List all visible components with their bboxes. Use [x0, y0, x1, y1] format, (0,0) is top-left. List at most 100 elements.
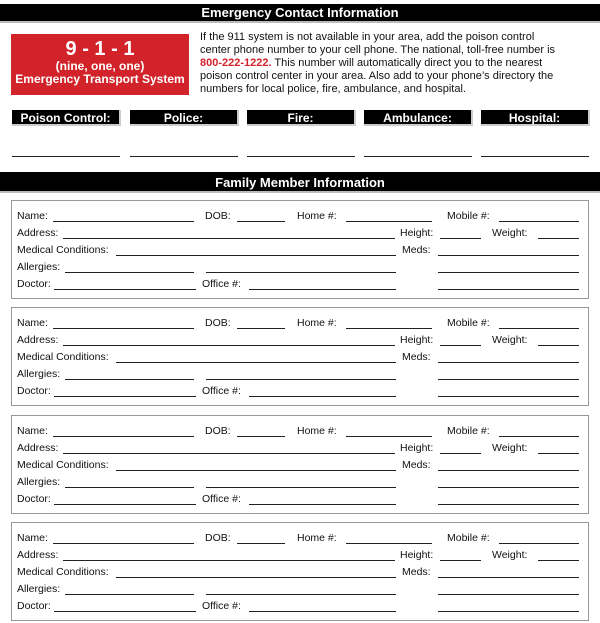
height-field[interactable] — [440, 453, 481, 454]
medical-label: Medical Conditions: — [17, 566, 109, 578]
medical-conditions-field[interactable] — [116, 255, 396, 256]
mobile-phone-field[interactable] — [499, 221, 579, 222]
office-phone-field[interactable] — [249, 289, 396, 290]
office-label: Office #: — [202, 600, 241, 612]
allergies-field-2[interactable] — [206, 379, 396, 380]
office-label: Office #: — [202, 493, 241, 505]
meds-label: Meds: — [402, 351, 431, 363]
dob-field[interactable] — [237, 436, 285, 437]
doctor-label: Doctor: — [17, 493, 51, 505]
weight-field[interactable] — [538, 238, 579, 239]
meds-field-3[interactable] — [438, 289, 579, 290]
dob-field[interactable] — [237, 543, 285, 544]
hospital-label: Hospital: — [481, 110, 590, 126]
weight-label: Weight: — [492, 227, 528, 239]
mobile-label: Mobile #: — [447, 425, 490, 437]
address-field[interactable] — [63, 560, 395, 561]
weight-field[interactable] — [538, 453, 579, 454]
home-label: Home #: — [297, 425, 337, 437]
allergies-field-2[interactable] — [206, 272, 396, 273]
home-label: Home #: — [297, 210, 337, 222]
office-label: Office #: — [202, 278, 241, 290]
allergies-field[interactable] — [65, 594, 194, 595]
mobile-phone-field[interactable] — [499, 543, 579, 544]
meds-field-2[interactable] — [438, 272, 579, 273]
doctor-field[interactable] — [54, 396, 196, 397]
allergies-field[interactable] — [65, 487, 194, 488]
name-label: Name: — [17, 425, 48, 437]
weight-label: Weight: — [492, 442, 528, 454]
dob-label: DOB: — [205, 317, 231, 329]
mobile-label: Mobile #: — [447, 532, 490, 544]
911-number: 9 - 1 - 1 — [65, 38, 135, 60]
meds-field[interactable] — [438, 362, 579, 363]
doctor-field[interactable] — [54, 611, 196, 612]
meds-field-2[interactable] — [438, 594, 579, 595]
meds-field[interactable] — [438, 577, 579, 578]
office-phone-field[interactable] — [249, 504, 396, 505]
fire-field[interactable] — [247, 156, 355, 157]
police-field[interactable] — [130, 156, 238, 157]
height-field[interactable] — [440, 238, 481, 239]
allergies-field[interactable] — [65, 272, 194, 273]
height-label: Height: — [400, 227, 434, 239]
name-field[interactable] — [53, 543, 194, 544]
allergies-field[interactable] — [65, 379, 194, 380]
intro-text: If the 911 system is not available in yo… — [200, 31, 560, 96]
family-member-card: Name: DOB: Home #: Mobile #: Address: Height:… — [11, 200, 589, 299]
office-phone-field[interactable] — [249, 611, 396, 612]
allergies-field-2[interactable] — [206, 487, 396, 488]
meds-field[interactable] — [438, 255, 579, 256]
ambulance-field[interactable] — [364, 156, 472, 157]
weight-field[interactable] — [538, 560, 579, 561]
hospital-field[interactable] — [481, 156, 589, 157]
meds-field-2[interactable] — [438, 379, 579, 380]
dob-label: DOB: — [205, 210, 231, 222]
address-field[interactable] — [63, 345, 395, 346]
family-member-card: Name: DOB: Home #: Mobile #: Address: Height:… — [11, 307, 589, 406]
home-phone-field[interactable] — [346, 436, 432, 437]
meds-field[interactable] — [438, 470, 579, 471]
medical-conditions-field[interactable] — [116, 577, 396, 578]
home-phone-field[interactable] — [346, 221, 432, 222]
dob-field[interactable] — [237, 328, 285, 329]
poison-control-label: Poison Control: — [12, 110, 121, 126]
name-field[interactable] — [53, 221, 194, 222]
meds-field-3[interactable] — [438, 504, 579, 505]
poison-control-field[interactable] — [12, 156, 120, 157]
medical-conditions-field[interactable] — [116, 362, 396, 363]
dob-field[interactable] — [237, 221, 285, 222]
meds-field-3[interactable] — [438, 611, 579, 612]
address-field[interactable] — [63, 238, 395, 239]
meds-field-2[interactable] — [438, 487, 579, 488]
name-field[interactable] — [53, 436, 194, 437]
doctor-field[interactable] — [54, 289, 196, 290]
height-field[interactable] — [440, 345, 481, 346]
911-spelled: (nine, one, one) — [55, 59, 145, 73]
mobile-phone-field[interactable] — [499, 436, 579, 437]
family-member-card: Name: DOB: Home #: Mobile #: Address: Height:… — [11, 522, 589, 621]
doctor-label: Doctor: — [17, 278, 51, 290]
medical-conditions-field[interactable] — [116, 470, 396, 471]
allergies-label: Allergies: — [17, 476, 61, 488]
name-label: Name: — [17, 532, 48, 544]
home-phone-field[interactable] — [346, 328, 432, 329]
weight-field[interactable] — [538, 345, 579, 346]
home-phone-field[interactable] — [346, 543, 432, 544]
dob-label: DOB: — [205, 532, 231, 544]
mobile-phone-field[interactable] — [499, 328, 579, 329]
name-label: Name: — [17, 210, 48, 222]
meds-field-3[interactable] — [438, 396, 579, 397]
height-field[interactable] — [440, 560, 481, 561]
allergies-field-2[interactable] — [206, 594, 396, 595]
weight-label: Weight: — [492, 549, 528, 561]
office-label: Office #: — [202, 385, 241, 397]
911-system: Emergency Transport System — [15, 72, 185, 86]
allergies-label: Allergies: — [17, 261, 61, 273]
address-label: Address: — [17, 549, 59, 561]
address-field[interactable] — [63, 453, 395, 454]
office-phone-field[interactable] — [249, 396, 396, 397]
name-field[interactable] — [53, 328, 194, 329]
doctor-field[interactable] — [54, 504, 196, 505]
doctor-label: Doctor: — [17, 385, 51, 397]
